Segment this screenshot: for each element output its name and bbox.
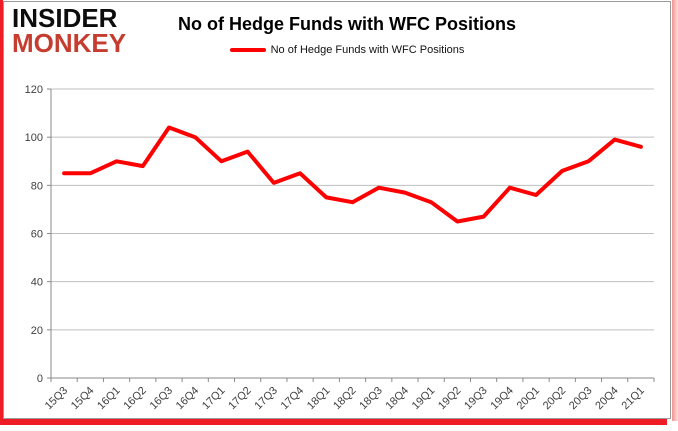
- svg-text:0: 0: [37, 373, 43, 385]
- svg-text:17Q4: 17Q4: [279, 385, 307, 413]
- series-line: [62, 125, 643, 224]
- logo-line-insider: INSIDER: [12, 3, 118, 33]
- svg-text:80: 80: [31, 180, 43, 192]
- logo-line-monkey: MONKEY: [12, 27, 127, 58]
- chart-header: No of Hedge Funds with WFC Positions No …: [124, 14, 570, 56]
- svg-text:17Q3: 17Q3: [252, 385, 280, 413]
- y-axis-labels: 0 20 40 60 80 100 120: [25, 84, 43, 385]
- svg-text:16Q1: 16Q1: [95, 385, 123, 413]
- svg-text:20Q4: 20Q4: [593, 385, 621, 413]
- gridlines: [51, 88, 654, 331]
- svg-text:120: 120: [25, 84, 43, 96]
- svg-text:19Q4: 19Q4: [488, 385, 516, 413]
- legend: No of Hedge Funds with WFC Positions: [124, 44, 570, 56]
- chart-title: No of Hedge Funds with WFC Positions: [178, 14, 516, 34]
- svg-text:18Q2: 18Q2: [331, 385, 359, 413]
- insider-monkey-logo: INSIDER MONKEY: [12, 3, 127, 58]
- chart-panel: INSIDER MONKEY No of Hedge Funds with WF…: [3, 1, 671, 419]
- svg-text:18Q3: 18Q3: [357, 385, 385, 413]
- x-axis-labels: 15Q315Q416Q116Q216Q316Q417Q117Q217Q317Q4…: [43, 385, 647, 413]
- svg-text:19Q1: 19Q1: [410, 385, 438, 413]
- svg-text:20Q2: 20Q2: [541, 385, 569, 413]
- chart-svg: 02040608010012015Q315Q416Q116Q216Q316Q41…: [25, 84, 655, 413]
- svg-text:19Q2: 19Q2: [436, 385, 464, 413]
- svg-text:20: 20: [31, 325, 43, 337]
- svg-text:19Q3: 19Q3: [462, 385, 490, 413]
- bottom-accent-bar: [0, 419, 667, 425]
- svg-text:15Q3: 15Q3: [43, 385, 71, 413]
- svg-text:60: 60: [31, 229, 43, 241]
- legend-label: No of Hedge Funds with WFC Positions: [270, 44, 465, 56]
- svg-text:20Q1: 20Q1: [515, 385, 543, 413]
- svg-text:20Q3: 20Q3: [567, 385, 595, 413]
- svg-text:17Q1: 17Q1: [200, 385, 228, 413]
- svg-text:17Q2: 17Q2: [226, 385, 254, 413]
- legend-line-marker: [229, 48, 266, 52]
- svg-text:40: 40: [31, 277, 43, 289]
- svg-text:15Q4: 15Q4: [69, 385, 97, 413]
- right-glow-shadow: [672, 0, 678, 421]
- svg-text:18Q1: 18Q1: [305, 385, 333, 413]
- axes: [47, 88, 655, 382]
- svg-text:16Q2: 16Q2: [121, 385, 149, 413]
- svg-text:16Q4: 16Q4: [174, 385, 202, 413]
- svg-text:18Q4: 18Q4: [384, 385, 412, 413]
- svg-text:16Q3: 16Q3: [148, 385, 176, 413]
- svg-text:21Q1: 21Q1: [619, 385, 647, 413]
- svg-text:100: 100: [25, 132, 43, 144]
- left-accent-bar: [0, 0, 3, 425]
